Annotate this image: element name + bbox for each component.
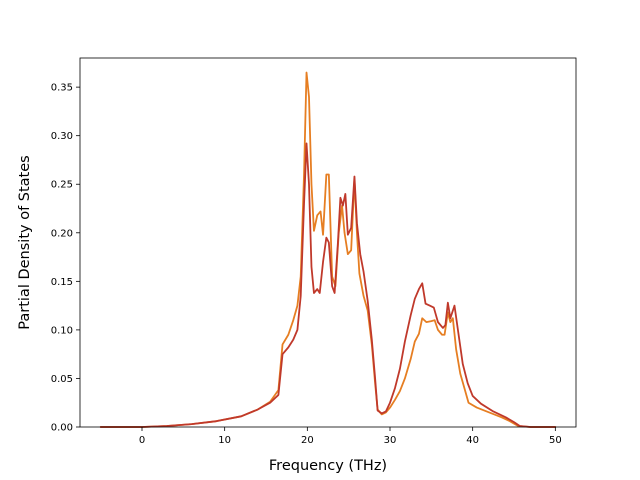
x-tick-label: 20 <box>301 435 314 446</box>
x-tick-label: 40 <box>466 435 479 446</box>
y-axis-ticks: 0.00 0.05 0.10 0.15 0.20 0.25 0.30 0.35 <box>51 83 80 434</box>
series-line-1 <box>99 71 557 428</box>
y-axis-label: Partial Density of States <box>17 155 33 329</box>
x-tick-label: 30 <box>384 435 397 446</box>
y-tick-label: 0.25 <box>51 180 73 191</box>
series-layer <box>99 71 557 428</box>
x-tick-label: 0 <box>139 435 145 446</box>
plot-area: 0 10 20 30 40 50 0.00 0.05 0.10 0.15 0.20 0.25 0.30… <box>51 57 577 446</box>
x-tick-label: 50 <box>549 435 562 446</box>
axes-frame <box>79 57 577 428</box>
y-tick-label: 0.15 <box>51 277 73 288</box>
series-line-2 <box>99 142 557 428</box>
x-axis-ticks: 0 10 20 30 40 50 <box>139 427 562 446</box>
y-tick-label: 0.30 <box>51 131 73 142</box>
y-tick-label: 0.20 <box>51 228 73 239</box>
y-tick-label: 0.35 <box>51 83 73 94</box>
x-tick-label: 10 <box>218 435 231 446</box>
x-axis-label: Frequency (THz) <box>269 458 387 474</box>
y-tick-label: 0.00 <box>51 423 73 434</box>
y-tick-label: 0.05 <box>51 374 73 385</box>
y-tick-label: 0.10 <box>51 325 73 336</box>
